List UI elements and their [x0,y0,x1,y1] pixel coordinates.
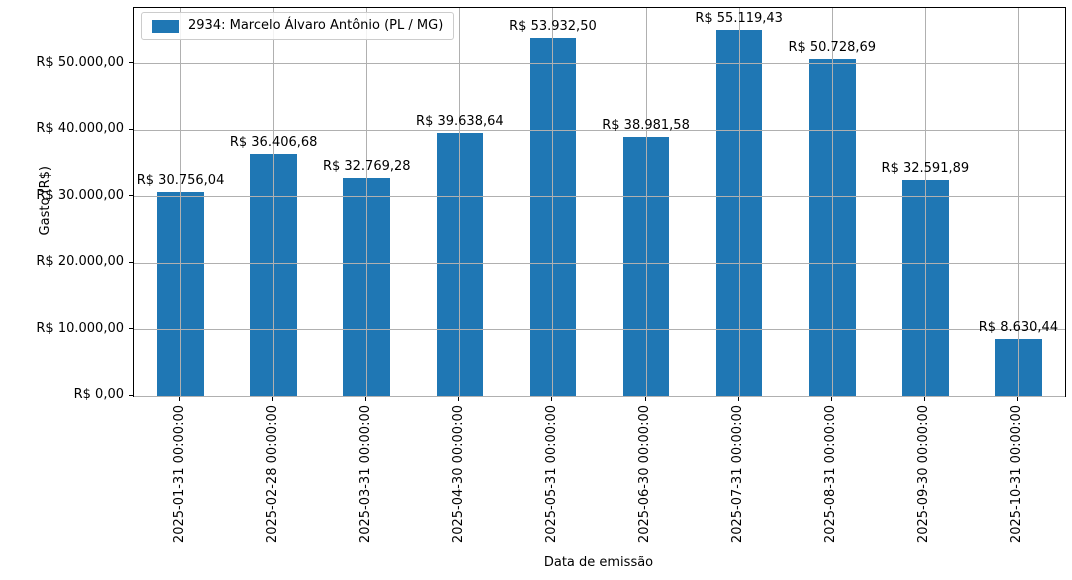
v-gridline [459,8,461,396]
h-gridline [134,262,1065,264]
x-axis-title: Data de emissão [543,555,654,570]
legend-swatch-icon [152,19,179,33]
h-gridline [134,196,1065,198]
x-tick-mark [1016,397,1018,401]
x-tick-label: 2025-03-31 00:00:00 [357,405,373,544]
x-tick-label: 2025-09-30 00:00:00 [916,405,932,544]
x-tick-label: 2025-02-28 00:00:00 [264,405,280,544]
y-tick-label: R$ 50.000,00 [36,54,124,70]
y-tick-label: R$ 30.000,00 [36,187,124,203]
x-tick-label: 2025-10-31 00:00:00 [1009,405,1025,544]
v-gridline [366,8,368,396]
legend: 2934: Marcelo Álvaro Antônio (PL / MG) [141,12,455,40]
h-gridline [134,129,1065,131]
x-tick-mark [830,397,832,401]
x-tick-mark [272,397,274,401]
x-tick-mark [458,397,460,401]
bar-value-label: R$ 8.630,44 [978,319,1059,335]
y-tick-mark [129,62,133,64]
bar-value-label: R$ 55.119,43 [695,11,783,26]
y-tick-label: R$ 0,00 [73,387,124,402]
x-tick-mark [923,397,925,401]
h-gridline [134,329,1065,331]
y-tick-mark [129,328,133,330]
bar-value-label: R$ 50.728,69 [788,40,877,56]
bar-value-label: R$ 30.756,04 [136,172,225,188]
v-gridline [738,8,740,396]
y-tick-mark [129,128,133,130]
y-tick-mark [129,394,133,396]
y-tick-mark [129,195,133,197]
v-gridline [1017,8,1019,396]
bar-value-label: R$ 39.638,64 [416,113,504,129]
y-tick-label: R$ 10.000,00 [36,320,124,336]
x-tick-mark [179,397,181,401]
x-tick-mark [737,397,739,401]
v-gridline [645,8,647,396]
x-tick-label: 2025-01-31 00:00:00 [171,405,187,544]
plot-area: 2934: Marcelo Álvaro Antônio (PL / MG) R… [133,7,1066,397]
x-tick-mark [551,397,553,401]
x-tick-label: 2025-05-31 00:00:00 [543,405,559,544]
bar-value-label: R$ 38.981,58 [602,118,690,134]
bar-value-label: R$ 32.769,28 [322,159,411,175]
y-tick-mark [129,261,133,263]
x-tick-mark [644,397,646,401]
v-gridline [831,8,833,396]
y-tick-label: R$ 40.000,00 [36,121,124,137]
v-gridline [180,8,182,396]
x-tick-label: 2025-07-31 00:00:00 [730,405,746,544]
x-tick-mark [365,397,367,401]
x-tick-label: 2025-04-30 00:00:00 [450,405,466,544]
bar-value-label: R$ 53.932,50 [509,18,597,34]
legend-label: 2934: Marcelo Álvaro Antônio (PL / MG) [188,18,444,33]
bar-value-label: R$ 32.591,89 [881,160,970,176]
bar-value-label: R$ 36.406,68 [229,135,318,151]
v-gridline [924,8,926,396]
x-tick-label: 2025-08-31 00:00:00 [823,405,839,544]
v-gridline [273,8,275,396]
x-tick-label: 2025-06-30 00:00:00 [637,405,653,544]
y-tick-label: R$ 20.000,00 [36,254,124,270]
h-gridline [134,395,1065,397]
v-gridline [552,8,554,396]
h-gridline [134,63,1065,65]
